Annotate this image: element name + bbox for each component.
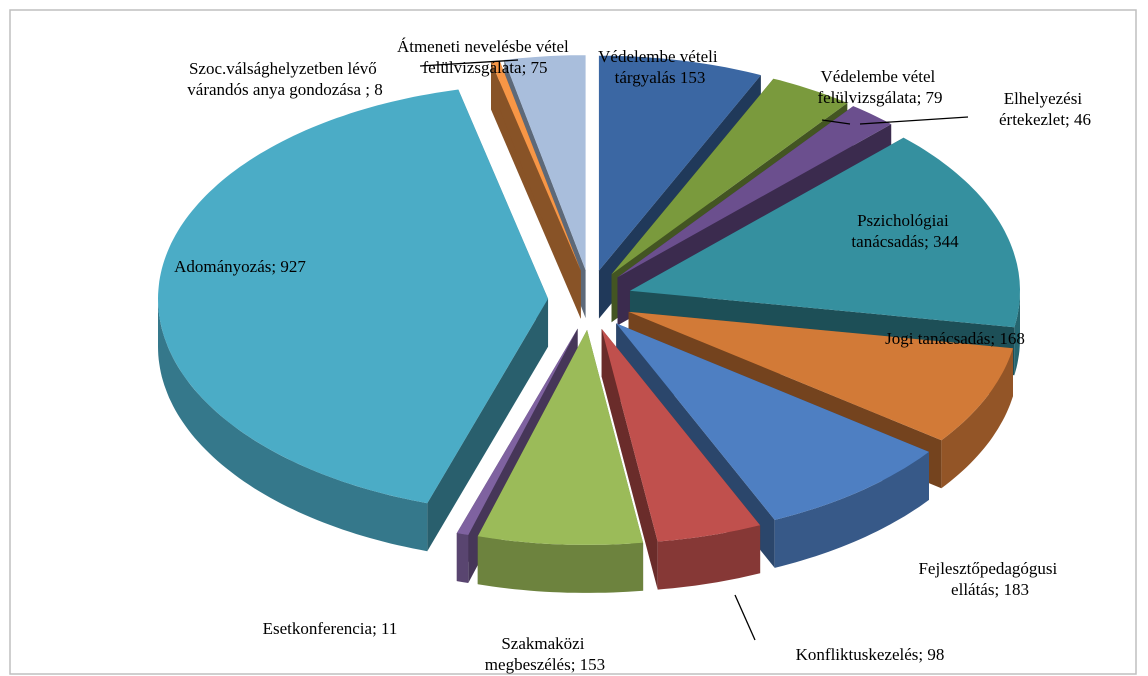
slice-wall bbox=[601, 328, 658, 590]
slice bbox=[158, 89, 549, 504]
data-label-line: megbeszélés; 153 bbox=[485, 655, 605, 674]
slice bbox=[616, 323, 929, 520]
slice bbox=[601, 328, 761, 542]
slice bbox=[629, 137, 1020, 328]
data-label: Adományozás; 927 bbox=[174, 257, 306, 276]
data-label-line: Esetkonferencia; 11 bbox=[263, 619, 398, 638]
leader-line bbox=[734, 594, 756, 641]
leader-line bbox=[821, 119, 851, 125]
slice bbox=[456, 328, 578, 535]
data-label-line: Elhelyezési bbox=[1004, 89, 1087, 108]
slice-side bbox=[774, 451, 929, 568]
data-label-line: Fejlesztőpedagógusi bbox=[918, 559, 1061, 578]
data-label: Védelembe vétel felülvizsgálata; 79 bbox=[817, 67, 942, 107]
data-label: Konfliktuskezelés; 98 bbox=[796, 645, 945, 664]
data-label: Fejlesztőpedagógusi ellátás; 183 bbox=[918, 559, 1061, 599]
leader-line bbox=[859, 116, 969, 125]
data-label: Elhelyezési értekezlet; 46 bbox=[999, 89, 1091, 129]
slice-side bbox=[1014, 290, 1020, 376]
slice-wall bbox=[456, 328, 578, 582]
data-label-line: várandós anya gondozása ; 8 bbox=[187, 80, 382, 99]
slice bbox=[617, 106, 892, 278]
data-label: Szoc.válsághelyzetben lévő várandós anya… bbox=[187, 59, 382, 99]
slice bbox=[611, 78, 848, 275]
slice bbox=[477, 329, 644, 545]
data-label-line: felülvizsgálata; 75 bbox=[422, 58, 547, 77]
leader-line bbox=[419, 59, 519, 67]
data-label-line: tárgyalás 153 bbox=[615, 68, 706, 87]
data-label-line: Szakmaközi bbox=[501, 634, 588, 653]
slice-side bbox=[477, 536, 644, 593]
data-label-line: Védelembe vételi bbox=[598, 47, 722, 66]
data-label: Esetkonferencia; 11 bbox=[263, 619, 398, 638]
slice bbox=[491, 60, 581, 271]
slice-wall bbox=[427, 298, 549, 552]
data-label-line: értekezlet; 46 bbox=[999, 110, 1091, 129]
data-label: Védelembe vételi tárgyalás 153 bbox=[598, 47, 722, 87]
slice-side bbox=[158, 298, 428, 552]
slice bbox=[598, 55, 761, 271]
data-label: Jogi tanácsadás; 168 bbox=[885, 329, 1025, 348]
slice-side bbox=[456, 533, 469, 583]
data-label-line: Átmeneti nevelésbe vétel bbox=[397, 37, 573, 56]
data-label-line: ellátás; 183 bbox=[951, 580, 1029, 599]
data-label: Pszichológiai tanácsadás; 344 bbox=[851, 211, 959, 251]
data-label-line: Adományozás; 927 bbox=[174, 257, 306, 276]
data-label-line: Pszichológiai bbox=[857, 211, 953, 230]
slice bbox=[504, 55, 586, 271]
data-label-line: felülvizsgálata; 79 bbox=[817, 88, 942, 107]
slice-side bbox=[657, 525, 761, 590]
data-label-line: Konfliktuskezelés; 98 bbox=[796, 645, 945, 664]
data-label-line: Védelembe vétel bbox=[821, 67, 940, 86]
data-label: Átmeneti nevelésbe vétel felülvizsgálata… bbox=[397, 37, 573, 77]
data-label: Szakmaközi megbeszélés; 153 bbox=[485, 634, 605, 674]
slice bbox=[628, 311, 1013, 441]
slice-side bbox=[941, 348, 1013, 489]
data-label-line: Szoc.válsághelyzetben lévő bbox=[189, 59, 381, 78]
data-label-line: Jogi tanácsadás; 168 bbox=[885, 329, 1025, 348]
data-label-line: tanácsadás; 344 bbox=[851, 232, 959, 251]
